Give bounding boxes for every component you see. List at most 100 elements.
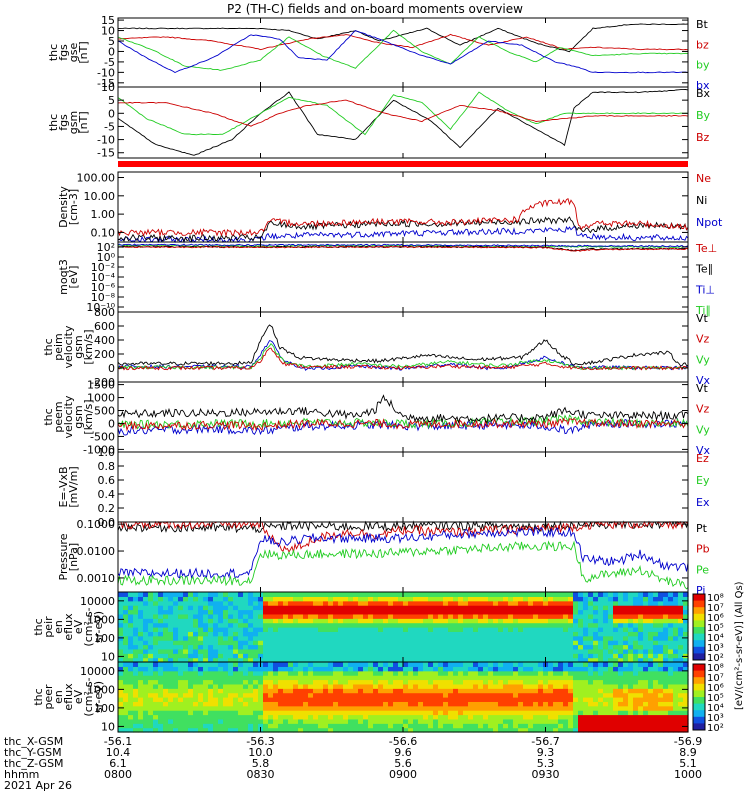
spectrogram-cell bbox=[538, 718, 544, 724]
spectrogram-cell bbox=[663, 727, 669, 733]
spectrogram-cell bbox=[483, 697, 489, 702]
spectrogram-cell bbox=[238, 688, 244, 694]
spectrogram-cell bbox=[408, 662, 414, 667]
spectrogram-cell bbox=[338, 701, 344, 707]
spectrogram-cell bbox=[163, 613, 169, 619]
spectrogram-cell bbox=[648, 714, 654, 720]
spectrogram-cell bbox=[623, 644, 629, 650]
spectrogram-cell bbox=[663, 596, 669, 602]
spectrogram-cell bbox=[203, 609, 209, 615]
spectrogram-cell bbox=[268, 605, 274, 611]
spectrogram-cell bbox=[608, 666, 614, 672]
spectrogram-cell bbox=[373, 596, 379, 602]
legend-entry: Ex bbox=[696, 496, 710, 509]
spectrogram-cell bbox=[448, 648, 454, 654]
spectrogram-cell bbox=[663, 609, 669, 615]
spectrogram-cell bbox=[518, 675, 524, 681]
spectrogram-cell bbox=[528, 701, 534, 707]
spectrogram-cell bbox=[338, 592, 344, 597]
spectrogram-cell bbox=[353, 609, 359, 615]
spectrogram-cell bbox=[208, 613, 214, 619]
spectrogram-cell bbox=[458, 697, 464, 702]
spectrogram-cell bbox=[373, 705, 379, 711]
spectrogram-cell bbox=[418, 662, 424, 667]
spectrogram-cell bbox=[388, 714, 394, 720]
spectrogram-cell bbox=[628, 670, 634, 676]
spectrogram-cell bbox=[253, 683, 259, 689]
spectrogram-cell bbox=[573, 675, 579, 681]
spectrogram-cell bbox=[593, 609, 599, 615]
spectrogram-cell bbox=[613, 692, 619, 698]
spectrogram-cell bbox=[203, 688, 209, 694]
colorbar-segment bbox=[693, 723, 705, 731]
spectrogram-cell bbox=[403, 662, 409, 667]
spectrogram-cell bbox=[248, 723, 254, 729]
spectrogram-cell bbox=[593, 657, 599, 663]
spectrogram-cell bbox=[663, 662, 669, 667]
spectrogram-cell bbox=[613, 627, 619, 632]
legend-entry: Ni bbox=[696, 194, 707, 207]
spectrogram-cell bbox=[273, 609, 279, 615]
spectrogram-cell bbox=[513, 592, 519, 597]
spectrogram-cell bbox=[508, 596, 514, 602]
spectrogram-cell bbox=[373, 618, 379, 624]
spectrogram-cell bbox=[583, 657, 589, 663]
spectrogram-cell bbox=[193, 592, 199, 597]
spectrogram-cell bbox=[438, 697, 444, 702]
spectrogram-cell bbox=[128, 692, 134, 698]
spectrogram-cell bbox=[373, 683, 379, 689]
spectrogram-cell bbox=[298, 662, 304, 667]
spectrogram-cell bbox=[398, 679, 404, 685]
y-tick-label: 1000 bbox=[87, 392, 115, 405]
y-tick-label: 0.0 bbox=[98, 516, 116, 529]
spectrogram-cell bbox=[368, 609, 374, 615]
spectrogram-cell bbox=[473, 705, 479, 711]
spectrogram-cell bbox=[378, 596, 384, 602]
spectrogram-cell bbox=[398, 640, 404, 646]
spectrogram-cell bbox=[258, 675, 264, 681]
y-axis-label: Density bbox=[57, 186, 70, 228]
spectrogram-cell bbox=[308, 727, 314, 733]
spectrogram-cell bbox=[458, 644, 464, 650]
spectrogram-cell bbox=[633, 705, 639, 711]
spectrogram-cell bbox=[313, 635, 319, 641]
spectrogram-cell bbox=[493, 657, 499, 663]
legend-entry: Ti⊥ bbox=[695, 283, 715, 296]
spectrogram-cell bbox=[398, 710, 404, 716]
colorbar-frame bbox=[692, 593, 706, 661]
spectrogram-cell bbox=[438, 705, 444, 711]
spectrogram-cell bbox=[143, 692, 149, 698]
y-tick-label: 0 bbox=[108, 45, 115, 58]
spectrogram-cell bbox=[283, 592, 289, 597]
spectrogram-cell bbox=[198, 592, 204, 597]
spectrogram-cell bbox=[228, 657, 234, 663]
spectrogram-cell bbox=[188, 644, 194, 650]
spectrogram-cell bbox=[378, 609, 384, 615]
spectrogram-cell bbox=[138, 622, 144, 628]
spectrogram-cell bbox=[178, 618, 184, 624]
spectrogram-cell bbox=[513, 657, 519, 663]
spectrogram-cell bbox=[588, 705, 594, 711]
spectrogram-cell bbox=[613, 727, 619, 733]
spectrogram-cell bbox=[488, 710, 494, 716]
spectrogram-cell bbox=[188, 592, 194, 597]
spectrogram-cell bbox=[658, 596, 664, 602]
spectrogram-cell bbox=[183, 679, 189, 685]
spectrogram-cell bbox=[178, 609, 184, 615]
spectrogram-cell bbox=[448, 675, 454, 681]
spectrogram-cell bbox=[618, 631, 624, 637]
spectrogram-cell bbox=[493, 644, 499, 650]
spectrogram-cell bbox=[518, 600, 524, 606]
spectrogram-cell bbox=[158, 644, 164, 650]
spectrogram-cell bbox=[373, 679, 379, 685]
spectrogram-cell bbox=[548, 723, 554, 729]
spectrogram-cell bbox=[313, 701, 319, 707]
spectrogram-cell bbox=[268, 727, 274, 733]
spectrogram-cell bbox=[343, 710, 349, 716]
spectrogram-cell bbox=[118, 675, 124, 681]
spectrogram-cell bbox=[458, 662, 464, 667]
spectrogram-cell bbox=[393, 605, 399, 611]
spectrogram-cell bbox=[283, 727, 289, 733]
spectrogram-cell bbox=[583, 701, 589, 707]
